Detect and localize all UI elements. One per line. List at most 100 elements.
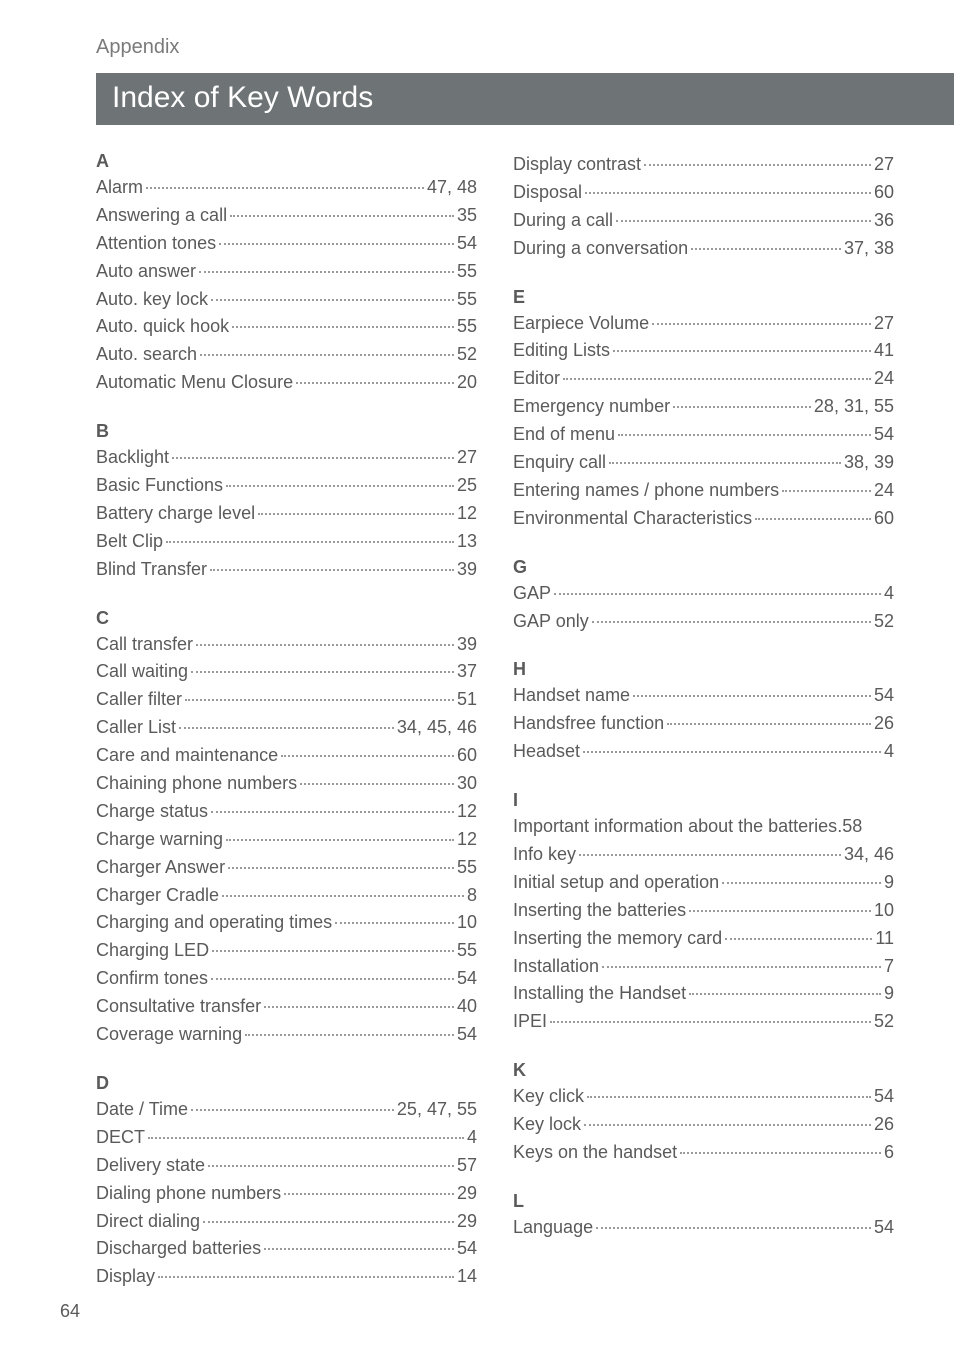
index-section: CCall transfer39Call waiting37Caller fil…	[96, 608, 477, 1049]
index-entry: Auto. search52	[96, 341, 477, 369]
index-entry: Installing the Handset9	[513, 980, 894, 1008]
index-entry-label: Automatic Menu Closure	[96, 369, 293, 397]
index-entry: Chaining phone numbers30	[96, 770, 477, 798]
index-entry-label: End of menu	[513, 421, 615, 449]
index-entry-label: Handsfree function	[513, 710, 664, 738]
index-entry: Charger Cradle8	[96, 882, 477, 910]
index-entry-label: Charger Cradle	[96, 882, 219, 910]
index-entry: GAP4	[513, 580, 894, 608]
index-section: DDate / Time25, 47, 55DECT4Delivery stat…	[96, 1073, 477, 1291]
index-entry-label: Auto. quick hook	[96, 313, 229, 341]
index-entry-dots	[185, 699, 454, 701]
index-entry-dots	[583, 751, 881, 753]
index-entry: Handset name54	[513, 682, 894, 710]
index-entry-pages: 51	[457, 686, 477, 714]
index-section: LLanguage54	[513, 1191, 894, 1242]
index-entry-dots	[196, 644, 454, 646]
index-entry-dots	[563, 378, 871, 380]
index-letter: C	[96, 608, 477, 629]
index-entry: Attention tones54	[96, 230, 477, 258]
index-entry-dots	[296, 382, 454, 384]
index-entry: Coverage warning54	[96, 1021, 477, 1049]
index-entry: Earpiece Volume27	[513, 310, 894, 338]
page: Appendix Index of Key Words AAlarm47, 48…	[0, 0, 954, 1352]
index-entry-pages: 52	[874, 608, 894, 636]
index-entry-label: Auto. key lock	[96, 286, 208, 314]
index-entry: Battery charge level12	[96, 500, 477, 528]
index-entry-label: Display contrast	[513, 151, 641, 179]
index-entry-label: Consultative transfer	[96, 993, 261, 1021]
index-entry-dots	[584, 1124, 871, 1126]
index-entry-dots	[179, 727, 394, 729]
index-entry-pages: 54	[457, 1235, 477, 1263]
index-entry-dots	[284, 1193, 454, 1195]
index-entry: Inserting the memory card11	[513, 925, 894, 953]
index-entry: Auto. key lock55	[96, 286, 477, 314]
index-entry-pages: 29	[457, 1208, 477, 1236]
index-entry: Enquiry call38, 39	[513, 449, 894, 477]
index-entry-label: Blind Transfer	[96, 556, 207, 584]
index-entry-dots	[652, 323, 871, 325]
index-entry-dots	[691, 248, 841, 250]
index-entry-label: Earpiece Volume	[513, 310, 649, 338]
index-entry-dots	[211, 299, 454, 301]
index-entry-label: Editing Lists	[513, 337, 610, 365]
index-entry-pages: 57	[457, 1152, 477, 1180]
index-entry-label: Keys on the handset	[513, 1139, 677, 1167]
index-entry-pages: 55	[457, 313, 477, 341]
index-entry-label: Dialing phone numbers	[96, 1180, 281, 1208]
index-entry: Direct dialing29	[96, 1208, 477, 1236]
index-entry-dots	[644, 164, 871, 166]
index-section: HHandset name54Handsfree function26Heads…	[513, 659, 894, 766]
index-entry-label: Environmental Characteristics	[513, 505, 752, 533]
index-entry-dots	[200, 354, 454, 356]
index-entry: During a conversation37, 38	[513, 235, 894, 263]
index-entry-pages: .58	[837, 813, 862, 841]
index-entry-pages: 54	[457, 230, 477, 258]
index-entry: Answering a call35	[96, 202, 477, 230]
index-entry: Basic Functions25	[96, 472, 477, 500]
index-entry: IPEI52	[513, 1008, 894, 1036]
index-entry-dots	[592, 621, 871, 623]
index-entry: Alarm47, 48	[96, 174, 477, 202]
index-entry-pages: 39	[457, 556, 477, 584]
index-entry-pages: 29	[457, 1180, 477, 1208]
index-entry: Key lock26	[513, 1111, 894, 1139]
index-entry-dots	[722, 882, 881, 884]
index-entry: Charging and operating times10	[96, 909, 477, 937]
index-entry-dots	[264, 1006, 454, 1008]
index-entry-dots	[609, 462, 841, 464]
index-entry-pages: 25, 47, 55	[397, 1096, 477, 1124]
index-entry: Headset4	[513, 738, 894, 766]
index-entry-label: Auto answer	[96, 258, 196, 286]
index-entry-label: During a call	[513, 207, 613, 235]
index-entry-pages: 27	[874, 151, 894, 179]
index-entry-dots	[673, 406, 811, 408]
index-entry: Editing Lists41	[513, 337, 894, 365]
index-entry-label: Installation	[513, 953, 599, 981]
index-entry-pages: 10	[457, 909, 477, 937]
index-entry-dots	[587, 1096, 871, 1098]
index-letter: A	[96, 151, 477, 172]
index-entry-pages: 47, 48	[427, 174, 477, 202]
index-entry: Charging LED55	[96, 937, 477, 965]
index-entry: Charge warning12	[96, 826, 477, 854]
index-entry: Care and maintenance60	[96, 742, 477, 770]
index-section: GGAP4GAP only52	[513, 557, 894, 636]
index-entry-label: Inserting the memory card	[513, 925, 722, 953]
index-entry-dots	[146, 187, 424, 189]
index-entry: End of menu54	[513, 421, 894, 449]
index-entry: Installation7	[513, 953, 894, 981]
index-entry-dots	[230, 215, 454, 217]
index-letter: E	[513, 287, 894, 308]
index-entry-label: GAP only	[513, 608, 589, 636]
index-entry-label: Battery charge level	[96, 500, 255, 528]
index-entry: Backlight27	[96, 444, 477, 472]
index-entry-dots	[211, 978, 454, 980]
index-entry-label: Basic Functions	[96, 472, 223, 500]
index-entry-dots	[172, 457, 454, 459]
index-entry-label: Initial setup and operation	[513, 869, 719, 897]
index-entry-dots	[616, 220, 871, 222]
index-entry-dots	[226, 839, 454, 841]
index-entry-label: Belt Clip	[96, 528, 163, 556]
